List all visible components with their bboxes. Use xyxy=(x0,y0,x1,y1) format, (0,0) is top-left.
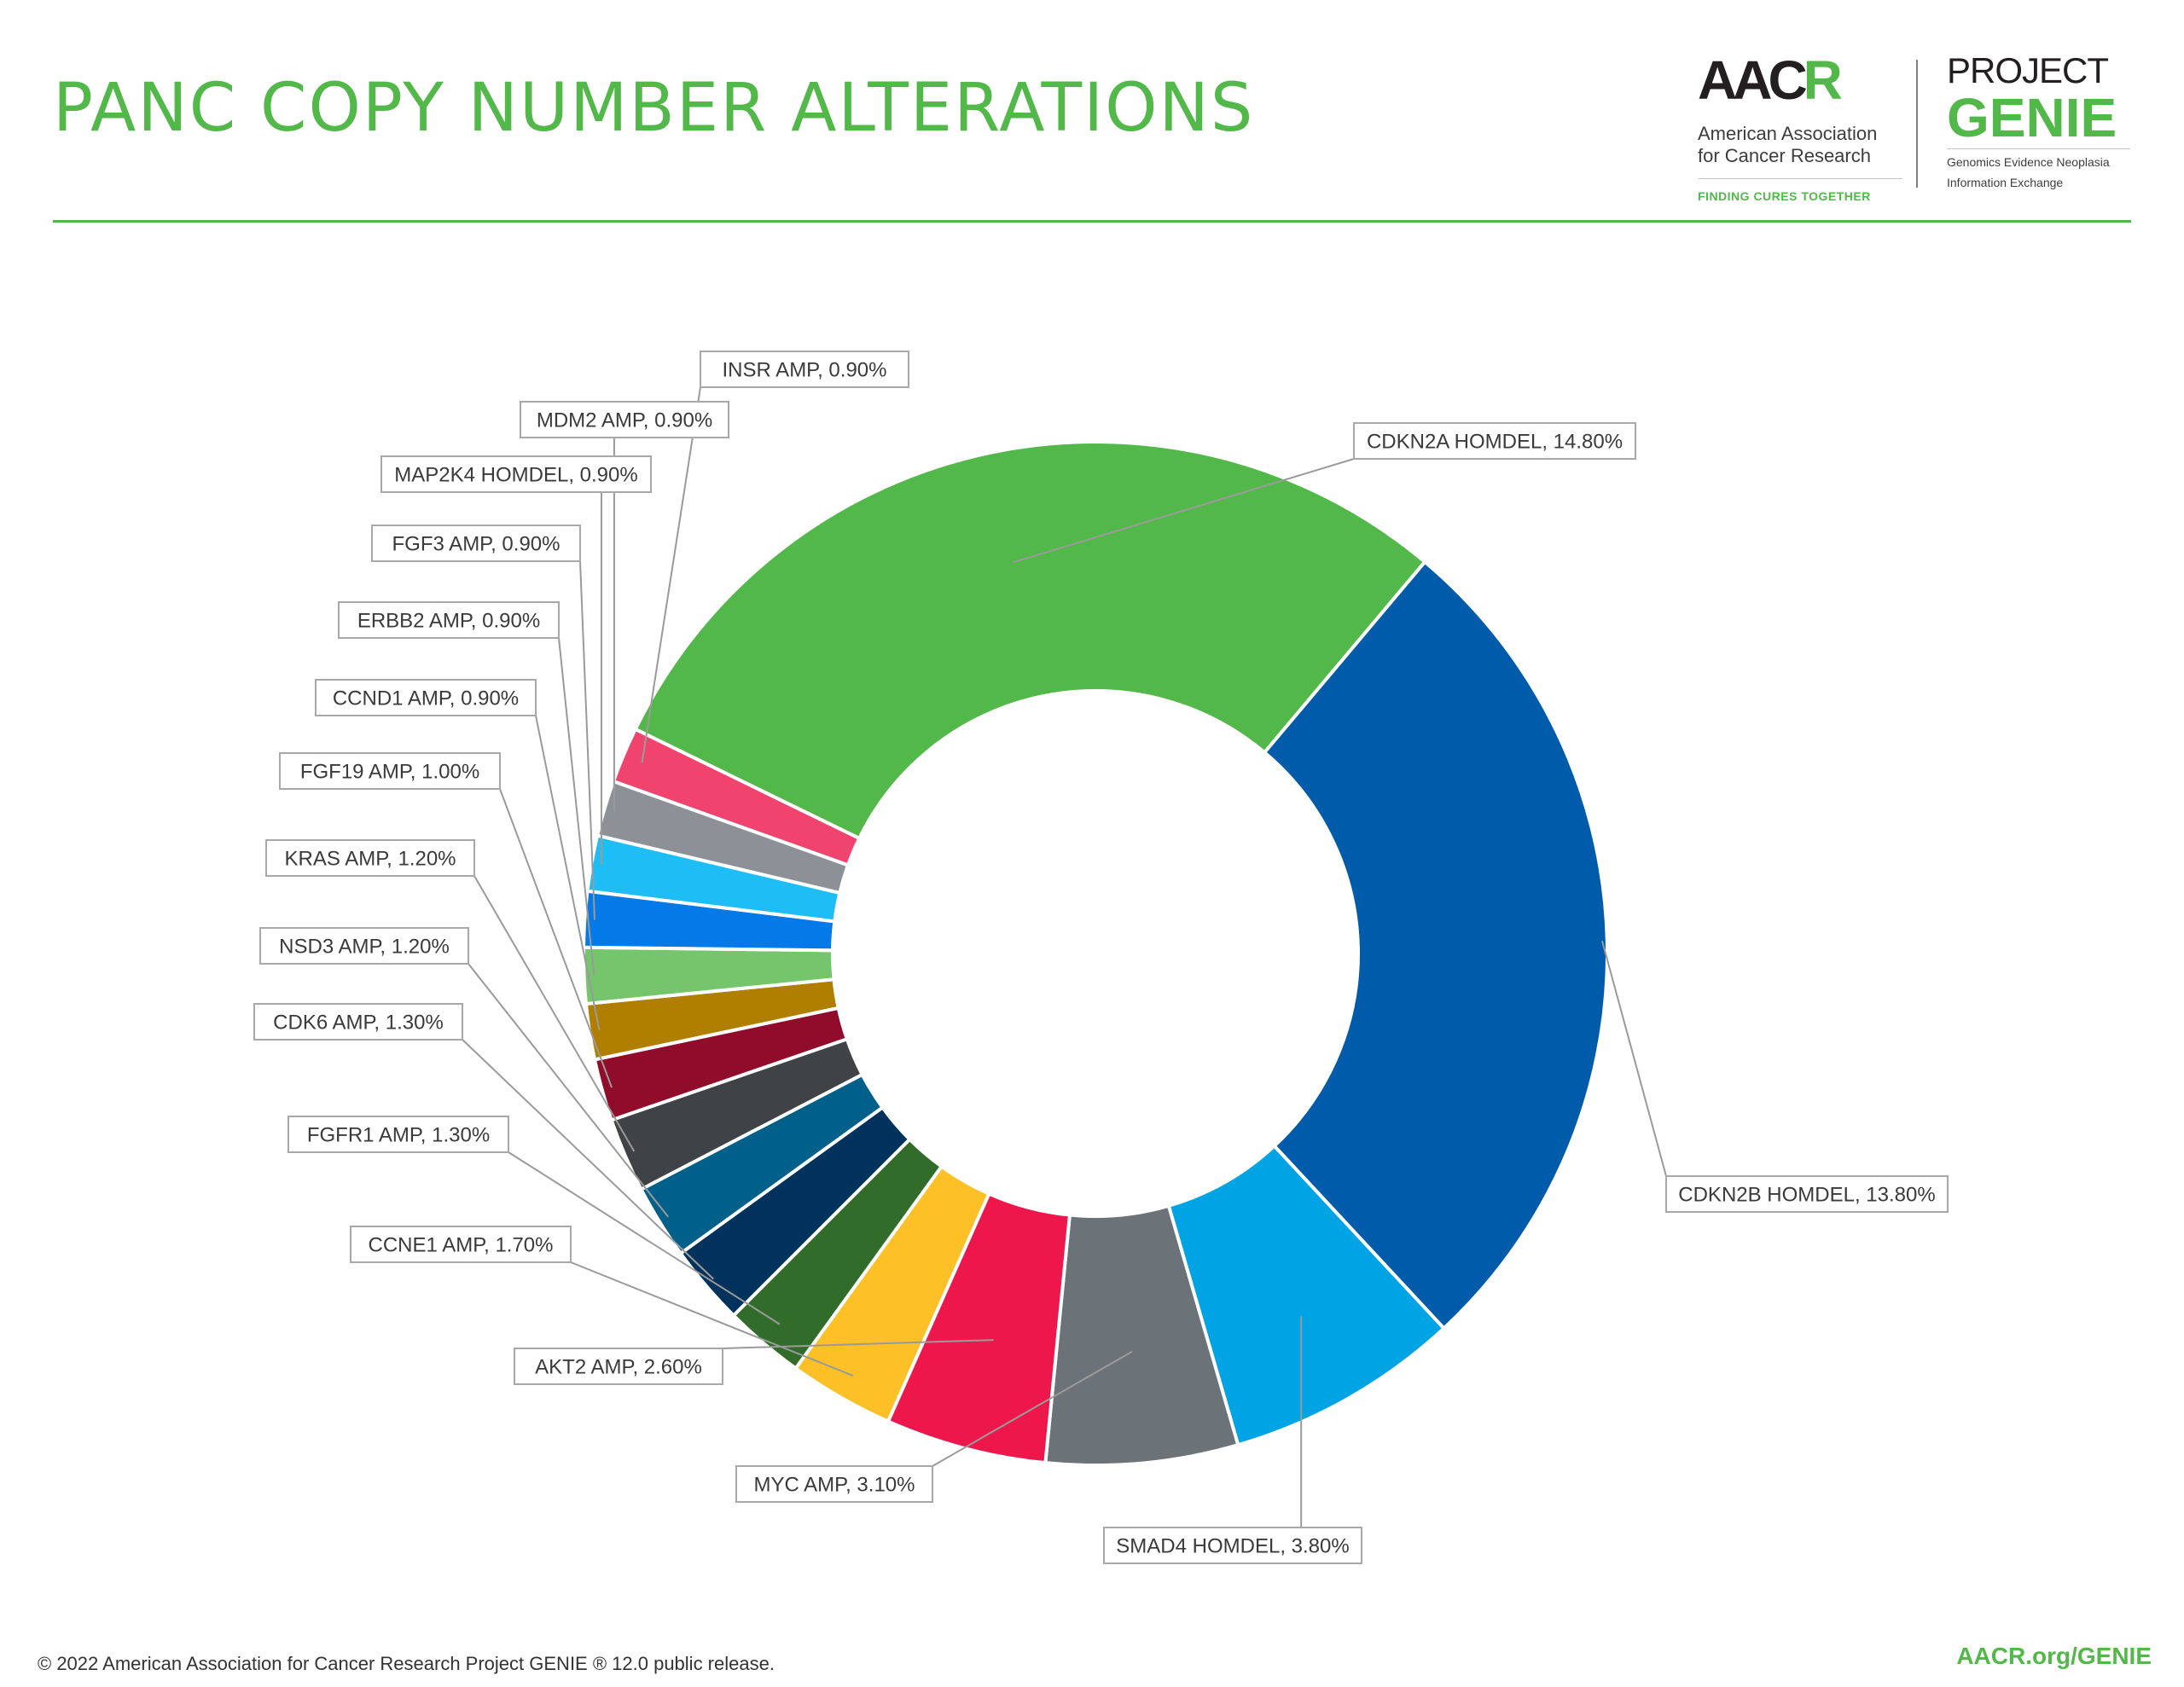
slice-label-smad4-homdel-3-80: SMAD4 HOMDEL, 3.80% xyxy=(1116,1535,1349,1558)
leader-line-ccnd1-amp-0-90 xyxy=(535,715,601,1031)
label-box-ccnd1-amp-0-90 xyxy=(315,679,537,716)
title-rule xyxy=(53,220,2131,223)
leader-line-insr-amp-0-90 xyxy=(641,386,701,763)
label-box-cdkn2a-homdel-14-80 xyxy=(1353,422,1636,460)
leader-line-kras-amp-1-20 xyxy=(473,875,636,1152)
genie-project-word: PROJECT xyxy=(1947,50,2109,90)
slice-label-myc-amp-3-10: MYC AMP, 3.10% xyxy=(754,1474,915,1497)
genie-word: GENIE xyxy=(1947,90,2130,149)
leader-line-fgfr1-amp-1-30 xyxy=(508,1151,781,1325)
label-box-fgf19-amp-1-00 xyxy=(279,752,501,790)
leader-line-cdkn2a-homdel-14-80 xyxy=(1012,458,1355,564)
project-genie-logo[interactable]: PROJECT GENIE Genomics Evidence Neoplasi… xyxy=(1947,53,2130,190)
slice-label-fgf19-amp-1-00: FGF19 AMP, 1.00% xyxy=(300,761,479,784)
aacr-logo[interactable]: AACR American Association for Cancer Res… xyxy=(1698,53,1902,203)
leader-line-akt2-amp-2-60 xyxy=(722,1339,994,1349)
label-box-ccne1-amp-1-70 xyxy=(350,1226,572,1263)
leader-line-ccne1-amp-1-70 xyxy=(570,1261,854,1377)
leader-line-nsd3-amp-1-20 xyxy=(468,963,669,1218)
label-box-kras-amp-1-20 xyxy=(265,839,475,877)
genie-subtitle-2: Information Exchange xyxy=(1947,176,2064,190)
label-box-map2k4-homdel-0-90 xyxy=(380,455,652,493)
slice-label-ccne1-amp-1-70: CCNE1 AMP, 1.70% xyxy=(369,1234,554,1257)
slice-label-akt2-amp-2-60: AKT2 AMP, 2.60% xyxy=(535,1356,702,1379)
leader-line-fgf3-amp-0-90 xyxy=(579,560,596,920)
slice-label-fgf3-amp-0-90: FGF3 AMP, 0.90% xyxy=(392,533,561,556)
label-box-cdk6-amp-1-30 xyxy=(253,1003,463,1041)
copyright-text: © 2022 American Association for Cancer R… xyxy=(38,1653,775,1674)
genie-link[interactable]: AACR.org/GENIE xyxy=(1956,1643,2152,1669)
slice-label-map2k4-homdel-0-90: MAP2K4 HOMDEL, 0.90% xyxy=(394,464,637,487)
genie-subtitle-1: Genomics Evidence Neoplasia xyxy=(1947,155,2110,169)
leader-line-cdk6-amp-1-30 xyxy=(462,1039,714,1280)
chart-title: PANC COPY NUMBER ALTERATIONS xyxy=(53,70,1255,147)
label-box-cdkn2b-homdel-13-80 xyxy=(1665,1175,1949,1213)
aacr-wordmark: AACR xyxy=(1698,49,1843,111)
slice-label-kras-amp-1-20: KRAS AMP, 1.20% xyxy=(285,848,456,871)
label-box-mdm2-amp-0-90 xyxy=(520,401,729,438)
slice-insr-amp-0-90[interactable] xyxy=(611,727,862,867)
logo-divider xyxy=(1916,60,1918,188)
label-box-nsd3-amp-1-20 xyxy=(259,927,469,965)
label-box-fgfr1-amp-1-30 xyxy=(288,1116,509,1153)
label-box-fgf3-amp-0-90 xyxy=(371,525,581,562)
slice-label-cdkn2a-homdel-14-80: CDKN2A HOMDEL, 14.80% xyxy=(1367,431,1623,454)
slice-cdkn2a-homdel-14-80[interactable] xyxy=(633,440,1427,841)
label-box-akt2-amp-2-60 xyxy=(514,1348,723,1385)
leader-line-myc-amp-3-10 xyxy=(932,1350,1133,1467)
label-box-erbb2-amp-0-90 xyxy=(338,601,560,639)
leader-line-cdkn2b-homdel-13-80 xyxy=(1601,940,1667,1177)
slice-cdkn2b-homdel-13-80[interactable] xyxy=(1262,559,1609,1331)
slice-label-nsd3-amp-1-20: NSD3 AMP, 1.20% xyxy=(279,936,450,959)
label-box-smad4-homdel-3-80 xyxy=(1103,1527,1362,1564)
slice-label-fgfr1-amp-1-30: FGFR1 AMP, 1.30% xyxy=(307,1124,490,1147)
slice-label-erbb2-amp-0-90: ERBB2 AMP, 0.90% xyxy=(357,610,540,633)
aacr-tagline: FINDING CURES TOGETHER xyxy=(1698,177,1902,203)
label-box-insr-amp-0-90 xyxy=(700,351,909,388)
slice-label-ccnd1-amp-0-90: CCND1 AMP, 0.90% xyxy=(333,687,519,710)
label-box-myc-amp-3-10 xyxy=(735,1465,933,1503)
slice-label-mdm2-amp-0-90: MDM2 AMP, 0.90% xyxy=(537,409,712,432)
aacr-org-name: American Association for Cancer Research xyxy=(1698,123,1878,167)
slice-label-insr-amp-0-90: INSR AMP, 0.90% xyxy=(723,359,887,382)
leader-line-erbb2-amp-0-90 xyxy=(558,637,595,976)
leader-line-fgf19-amp-1-00 xyxy=(499,788,613,1088)
slice-label-cdkn2b-homdel-13-80: CDKN2B HOMDEL, 13.80% xyxy=(1678,1184,1935,1207)
slice-label-cdk6-amp-1-30: CDK6 AMP, 1.30% xyxy=(273,1012,444,1035)
